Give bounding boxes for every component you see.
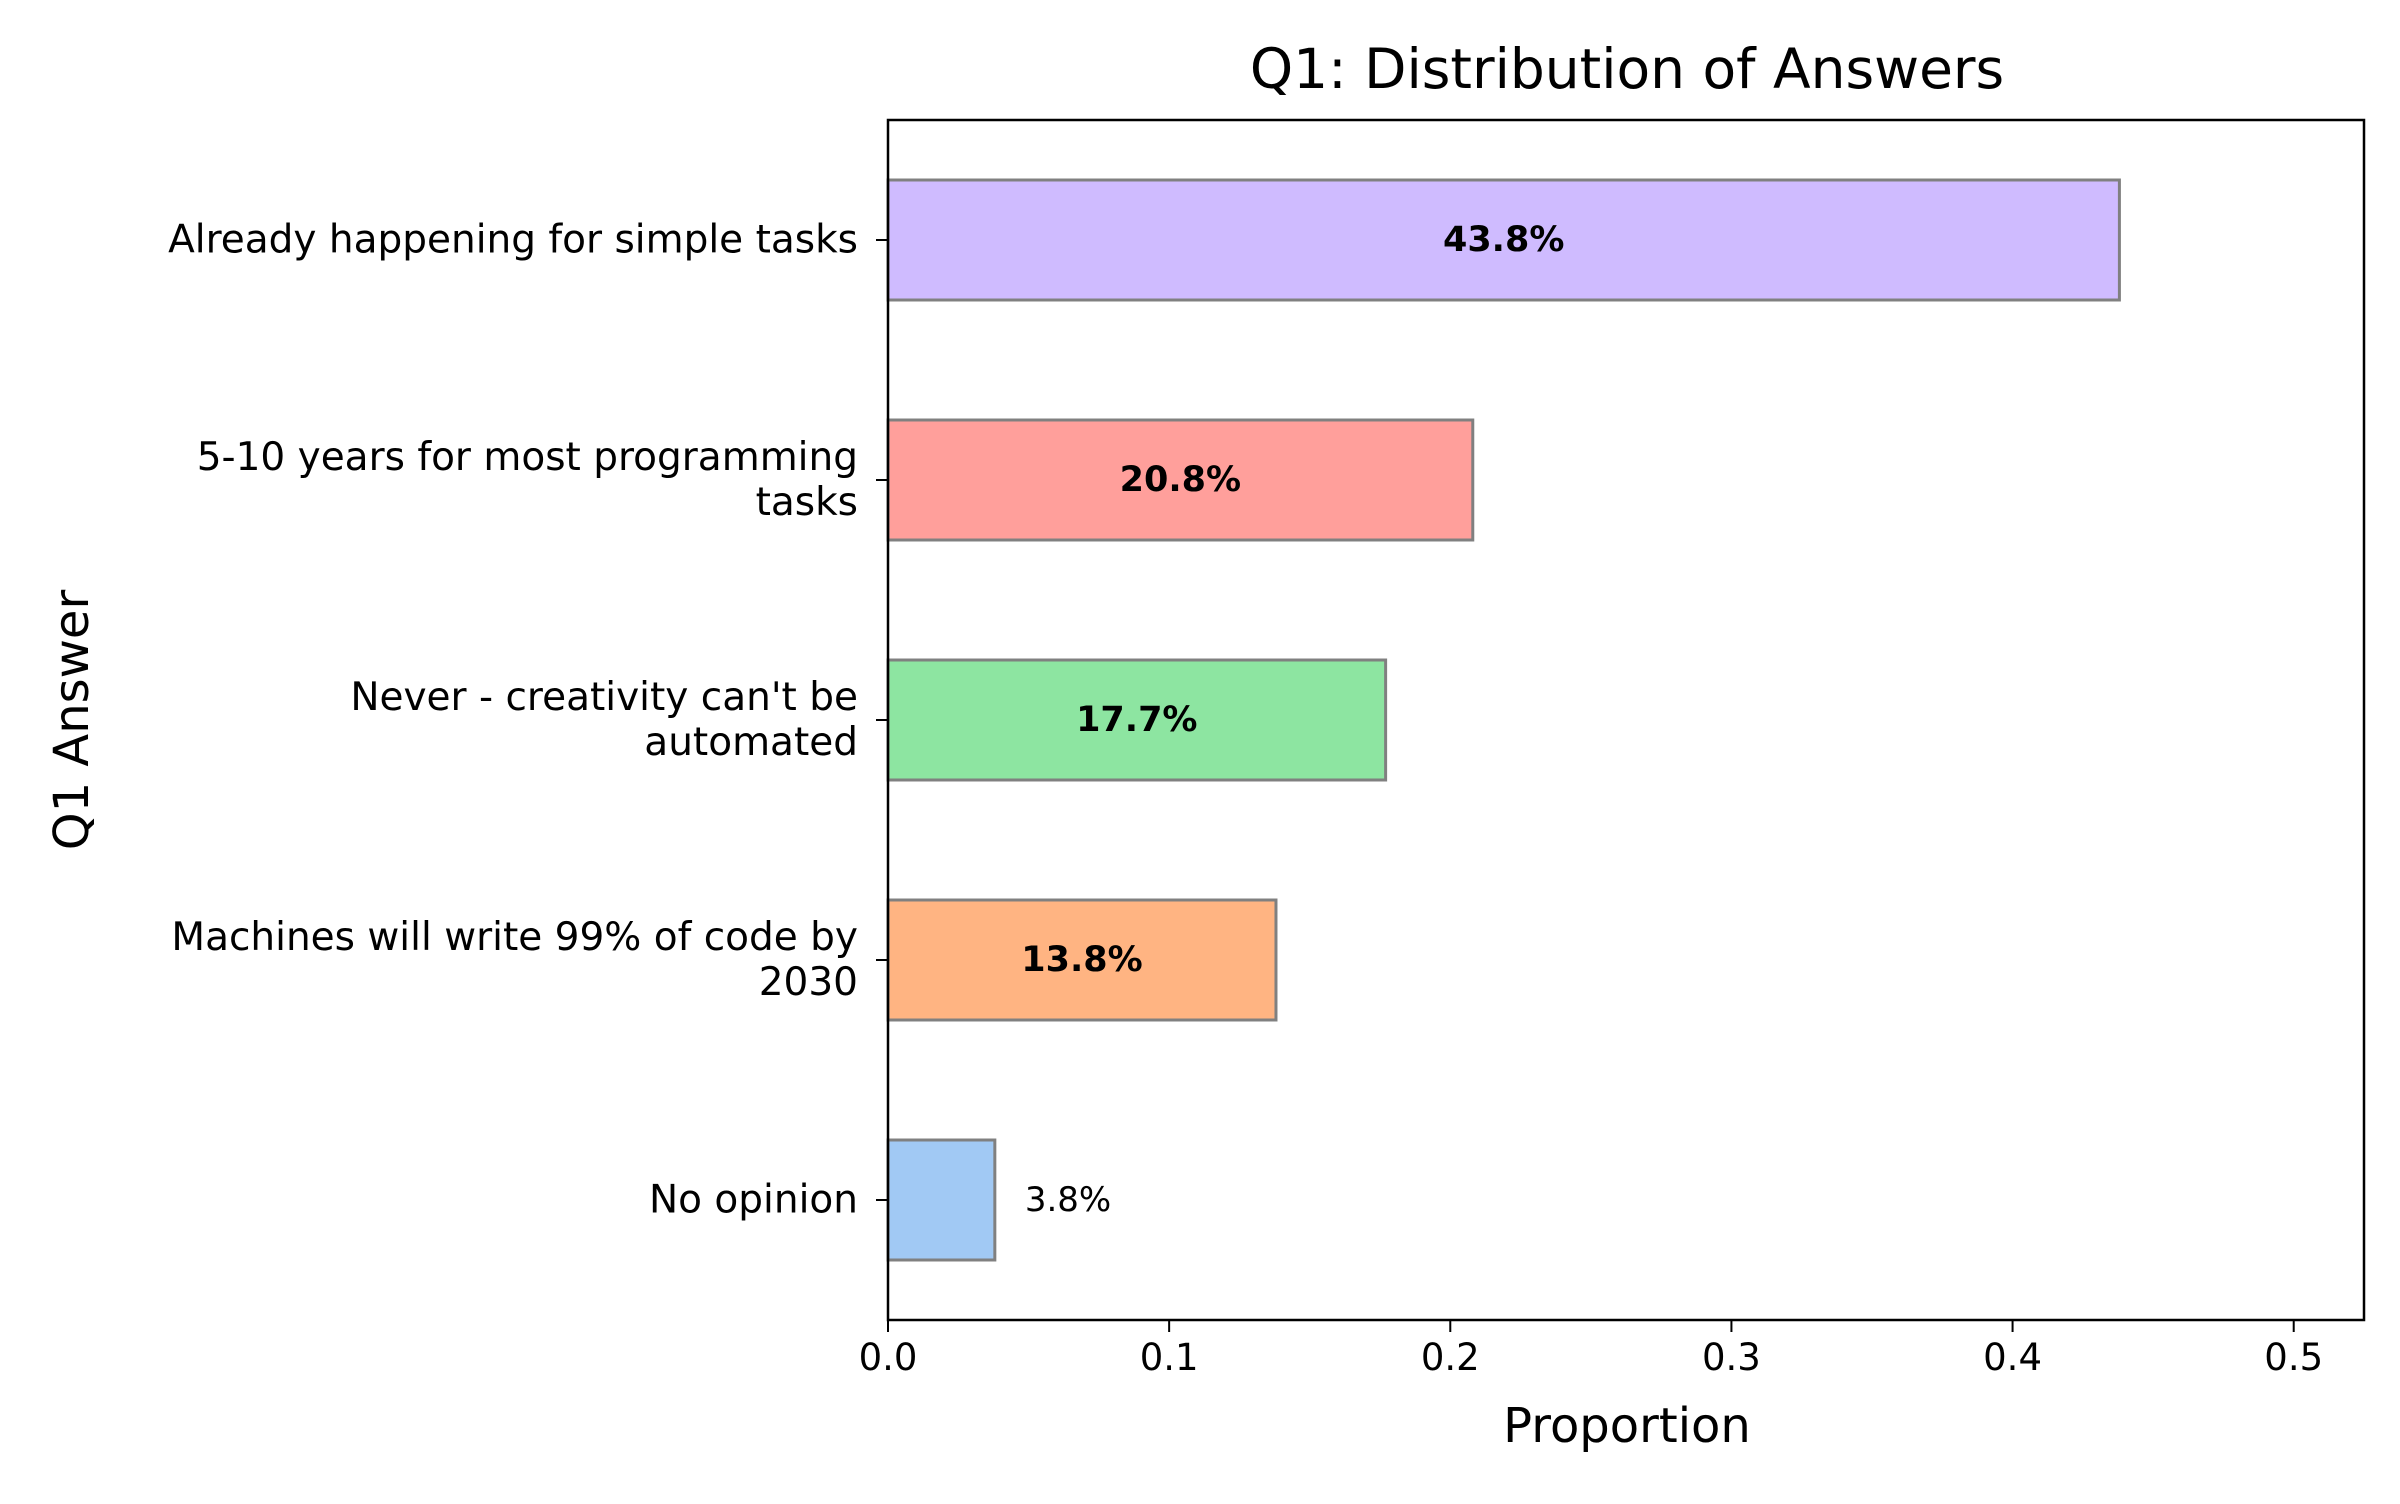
bar [886,418,1475,542]
y-tick-label-line: 5-10 years for most programming [197,435,858,480]
axes-frame [886,118,2366,1322]
y-tick-label-line: No opinion [649,1178,858,1223]
x-tick-label: 0.0 [859,1336,918,1379]
x-tick-label: 0.5 [2264,1336,2323,1379]
x-tick-label: 0.2 [1421,1336,1480,1379]
chart-title: Q1: Distribution of Answers [1250,37,2004,101]
x-tick-label: 0.1 [1140,1336,1199,1379]
y-tick-label-line: Machines will write 99% of code by [171,915,858,960]
bar-value-label: 20.8% [1120,460,1241,500]
y-tick-label-line: tasks [756,480,858,525]
plot-area: 43.8% Already happening for simple tasks 2… [168,118,2366,1379]
x-tick-label: 0.3 [1702,1336,1761,1379]
y-tick-label-line: automated [644,720,858,765]
x-axis-label: Proportion [1503,1398,1751,1454]
bar-value-label: 13.8% [1021,940,1142,980]
bar-value-label: 17.7% [1076,700,1197,740]
x-tick-label: 0.4 [1983,1336,2042,1379]
y-tick-label-line: Never - creativity can't be [350,675,858,720]
y-tick-label: No opinion [649,1178,858,1223]
y-tick-label: Never - creativity can't be automated [350,675,858,765]
y-axis-label: Q1 Answer [44,590,100,851]
bar [886,178,2121,302]
bar-value-label: 43.8% [1443,220,1564,260]
y-tick-label: Already happening for simple tasks [168,218,858,263]
bar [886,898,1278,1022]
y-tick-label: 5-10 years for most programming tasks [197,435,858,525]
bar [886,1138,997,1262]
bar-value-label: 3.8% [1025,1180,1111,1220]
y-tick-label-line: Already happening for simple tasks [168,218,858,263]
y-tick-label-line: 2030 [759,960,858,1005]
y-tick-label: Machines will write 99% of code by 2030 [171,915,858,1005]
